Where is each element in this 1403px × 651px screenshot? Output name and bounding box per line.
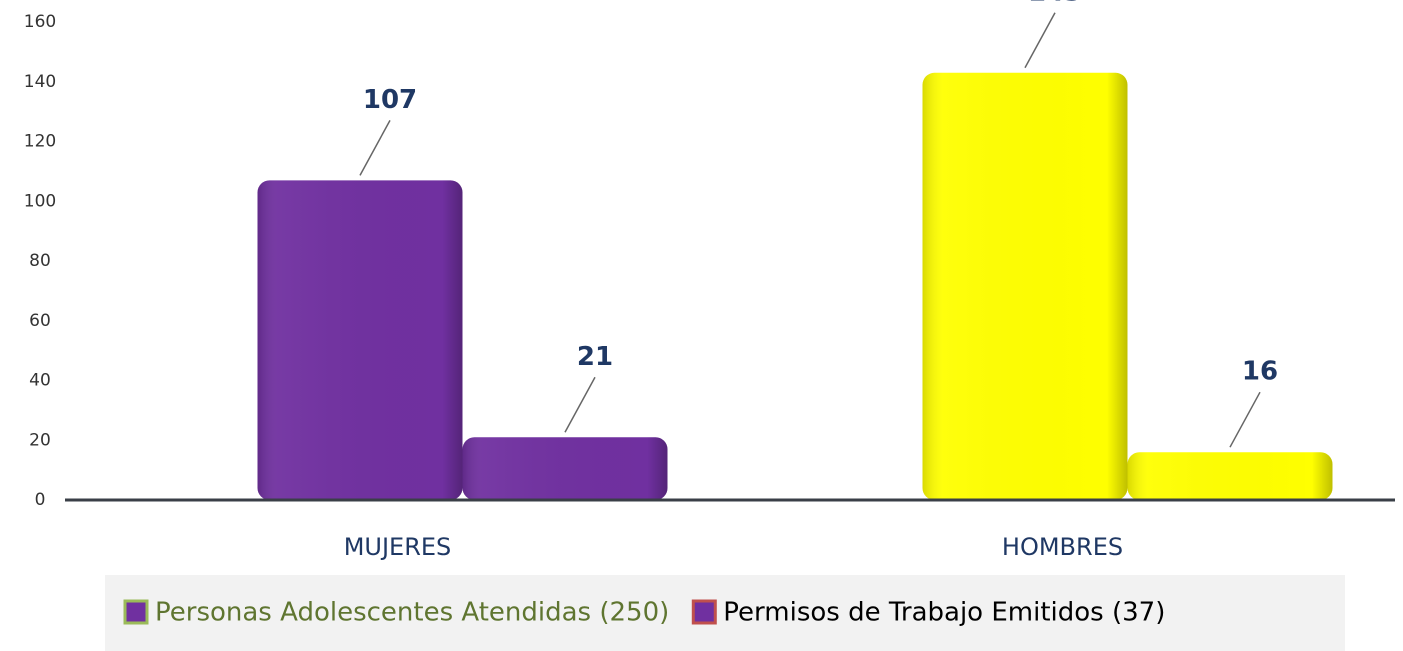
- leader-line: [564, 376, 596, 433]
- x-tick-label: MUJERES: [344, 533, 452, 561]
- leader-line: [359, 119, 391, 176]
- y-tick-label: 100: [24, 191, 56, 211]
- value-label: 16: [1242, 357, 1278, 387]
- legend-swatch: [123, 599, 149, 625]
- bar-shade: [1127, 452, 1333, 500]
- legend-swatch: [691, 599, 717, 625]
- bar-shade: [257, 180, 463, 500]
- value-label: 21: [577, 342, 613, 372]
- bar-shade: [462, 437, 668, 500]
- leader-line: [1229, 391, 1261, 448]
- y-tick-label: 120: [24, 132, 56, 152]
- y-tick-label: 40: [29, 371, 51, 391]
- legend-label: Permisos de Trabajo Emitidos (37): [723, 598, 1165, 628]
- leader-line: [1024, 12, 1056, 69]
- value-label: 143: [1028, 0, 1082, 7]
- legend-label: Personas Adolescentes Atendidas (250): [155, 598, 669, 628]
- y-tick-label: 80: [29, 251, 51, 271]
- y-tick-label: 140: [24, 72, 56, 92]
- y-tick-label: 0: [35, 490, 46, 510]
- value-label: 107: [363, 85, 417, 115]
- y-tick-label: 20: [29, 430, 51, 450]
- bar-shade: [922, 72, 1128, 500]
- x-tick-label: HOMBRES: [1002, 533, 1123, 561]
- y-tick-label: 60: [29, 311, 51, 331]
- legend-box: [105, 575, 1345, 651]
- y-tick-label: 160: [24, 12, 56, 32]
